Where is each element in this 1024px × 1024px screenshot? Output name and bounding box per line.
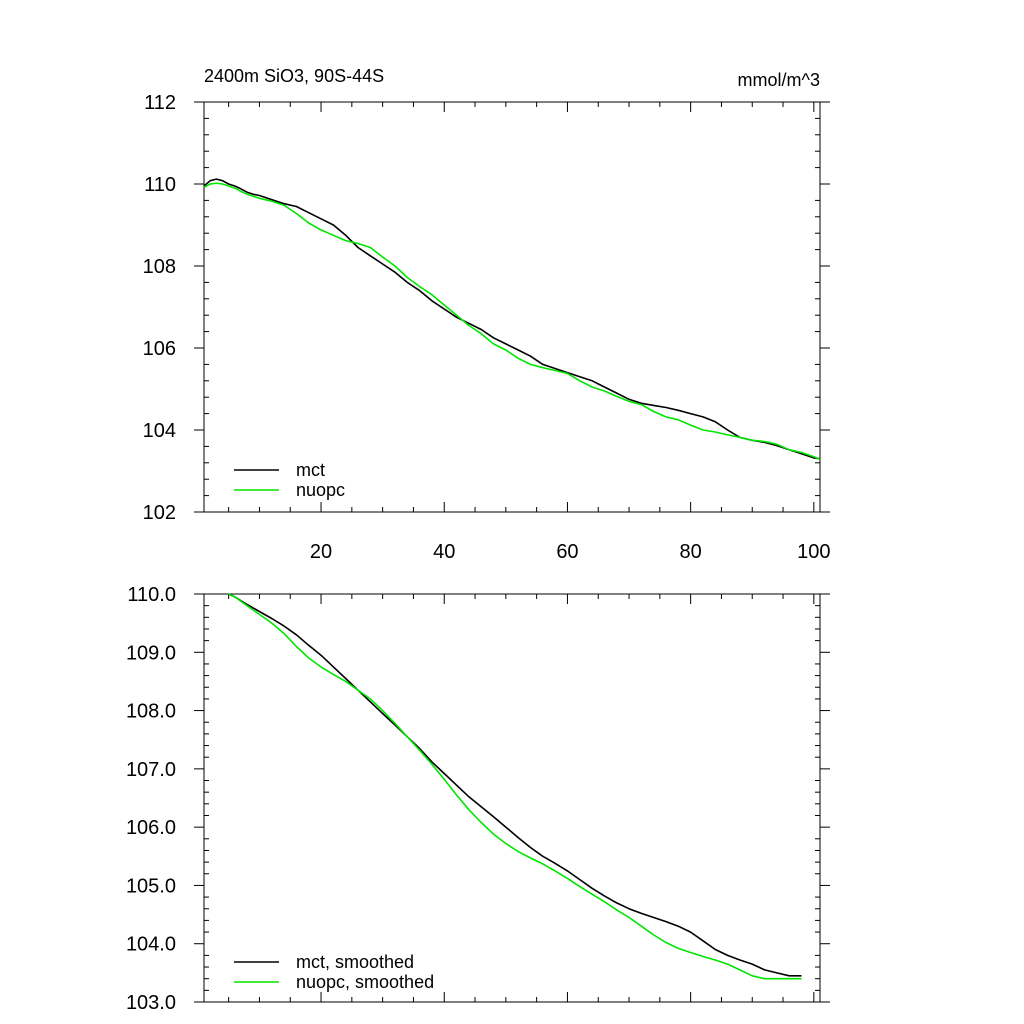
x-tick-label: 80 bbox=[680, 541, 702, 563]
y-tick-label: 104 bbox=[143, 420, 176, 442]
chart-units-label: mmol/m^3 bbox=[738, 70, 820, 90]
bottom-chart-panel: 103.0 104.0 105.0 106.0 107.0 108.0 109.0 110.0… bbox=[126, 584, 830, 1014]
axes-ticks-smoothed: 103.0 104.0 105.0 106.0 107.0 108.0 109.0 110.0 bbox=[126, 584, 830, 1014]
series-line-mct bbox=[203, 178, 821, 460]
y-tick-label: 104.0 bbox=[126, 934, 176, 956]
legend-label-nuopc: nuopc bbox=[296, 480, 345, 500]
series-lines-smoothed bbox=[228, 593, 802, 980]
x-tick-label: 20 bbox=[310, 541, 332, 563]
legend-smoothed: mct, smoothed nuopc, smoothed bbox=[234, 952, 434, 992]
plot-frame-smoothed bbox=[203, 593, 821, 1003]
series-line-mct-smoothed bbox=[228, 593, 802, 977]
y-tick-label: 107.0 bbox=[126, 759, 176, 781]
axes-ticks: 20 40 60 80 100 102 104 106 108 110 112 bbox=[143, 92, 831, 563]
y-tick-label: 112 bbox=[144, 92, 176, 114]
y-tick-label: 106 bbox=[143, 338, 176, 360]
series-line-nuopc bbox=[203, 182, 821, 461]
legend-label-mct-smoothed: mct, smoothed bbox=[296, 952, 414, 972]
y-tick-label: 103.0 bbox=[126, 992, 176, 1014]
y-tick-label: 102 bbox=[143, 502, 176, 524]
legend: mct nuopc bbox=[234, 460, 345, 500]
top-chart-panel: 2400m SiO3, 90S-44S mmol/m^3 20 40 60 80 100… bbox=[143, 66, 831, 563]
plot-frame bbox=[203, 101, 821, 513]
y-tick-label: 108.0 bbox=[126, 701, 176, 723]
y-tick-label: 105.0 bbox=[126, 875, 176, 897]
legend-label-nuopc-smoothed: nuopc, smoothed bbox=[296, 972, 434, 992]
series-lines bbox=[203, 178, 821, 461]
y-tick-label: 106.0 bbox=[126, 817, 176, 839]
legend-label-mct: mct bbox=[296, 460, 325, 480]
chart-title-left: 2400m SiO3, 90S-44S bbox=[204, 66, 384, 86]
y-tick-label: 110 bbox=[144, 174, 176, 196]
x-tick-label: 100 bbox=[797, 541, 830, 563]
y-tick-label: 110.0 bbox=[127, 584, 176, 606]
x-tick-label: 40 bbox=[433, 541, 455, 563]
x-tick-label: 60 bbox=[556, 541, 578, 563]
y-tick-label: 108 bbox=[143, 256, 176, 278]
series-line-nuopc-smoothed bbox=[228, 593, 802, 980]
y-tick-label: 109.0 bbox=[126, 642, 176, 664]
